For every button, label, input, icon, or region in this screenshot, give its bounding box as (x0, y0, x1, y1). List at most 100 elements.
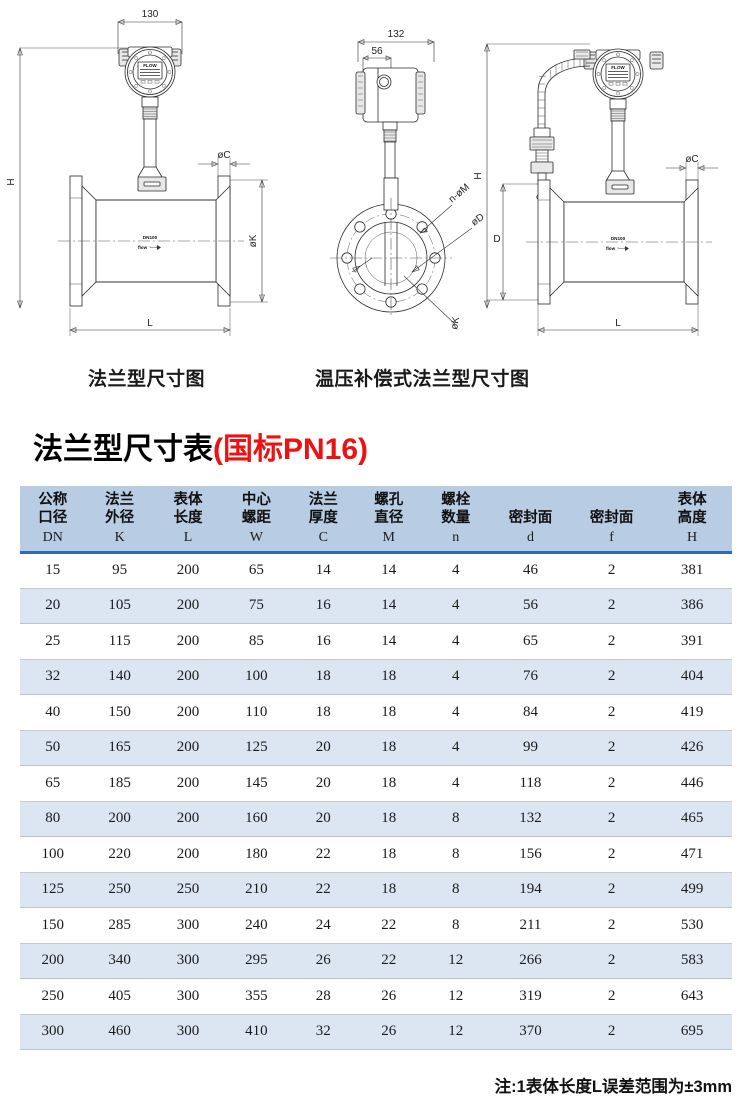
cell-dn: 200 (20, 942, 86, 979)
cell-n: 8 (421, 907, 490, 944)
col-w-cn2: 螺距 (241, 510, 271, 526)
cell-d: 118 (489, 765, 572, 802)
cell-l: 200 (153, 587, 223, 624)
dim-oC-1: øC (198, 150, 250, 176)
cell-l: 200 (153, 729, 223, 766)
table-row: 50 165 200 125 20 18 4 99 2 426 (20, 729, 732, 766)
caption-temp-pressure-compensated: 温压补偿式法兰型尺寸图 (315, 369, 530, 390)
cell-c: 32 (290, 1013, 357, 1050)
cell-c: 16 (290, 623, 357, 660)
dim-56-label: 56 (371, 46, 383, 57)
cell-m: 14 (356, 552, 422, 589)
leader-oK-2: øK (403, 275, 462, 331)
cell-w: 210 (222, 871, 291, 908)
cell-l: 300 (153, 1013, 223, 1050)
cell-dn: 250 (20, 978, 86, 1015)
cell-h: 643 (652, 978, 732, 1015)
cell-f: 2 (571, 587, 653, 624)
dim-oC-3: øC (666, 154, 718, 180)
cell-f: 2 (571, 907, 653, 944)
col-header-k: 法兰 外径 K (85, 486, 154, 554)
cell-d: 319 (489, 978, 572, 1015)
cell-d: 76 (489, 658, 572, 695)
cell-m: 26 (356, 1013, 422, 1050)
col-k-cn2: 外径 (105, 510, 135, 526)
col-header-c: 法兰 厚度 C (290, 486, 357, 554)
cell-n: 8 (421, 836, 490, 873)
table-row: 32 140 200 100 18 18 4 76 2 404 (20, 658, 732, 695)
cell-h: 381 (652, 552, 732, 589)
cell-l: 200 (153, 765, 223, 802)
table-row: 20 105 200 75 16 14 4 56 2 386 (20, 587, 732, 624)
cell-dn: 15 (20, 552, 86, 589)
cell-d: 46 (489, 552, 572, 589)
col-d-cn2: 密封面 (508, 510, 553, 526)
col-n-cn1: 螺栓 (441, 492, 471, 508)
cell-dn: 25 (20, 623, 86, 660)
col-dn-cn2: 口径 (38, 510, 68, 526)
col-n-symbol: n (452, 530, 460, 545)
table-row: 80 200 200 160 20 18 8 132 2 465 (20, 800, 732, 837)
cell-d: 65 (489, 623, 572, 660)
cell-h: 419 (652, 694, 732, 731)
body-marking-dn100-3: DN100 (611, 236, 626, 241)
col-c-cn1: 法兰 (308, 492, 338, 508)
col-header-dn: 公称 口径 DN (20, 486, 86, 554)
cell-k: 105 (85, 587, 154, 624)
cell-l: 300 (153, 907, 223, 944)
cell-n: 12 (421, 978, 490, 1015)
cell-k: 115 (85, 623, 154, 660)
dim-H-1-label: H (6, 178, 17, 185)
cell-w: 100 (222, 658, 291, 695)
dim-L-3: L (537, 304, 699, 336)
cell-m: 26 (356, 978, 422, 1015)
col-h-cn2: 高度 (677, 510, 707, 526)
meter-body-1: DN100 flow (58, 175, 244, 307)
cell-f: 2 (571, 623, 653, 660)
cell-c: 20 (290, 765, 357, 802)
cell-h: 391 (652, 623, 732, 660)
dim-D-3: D (487, 183, 540, 301)
col-d-symbol: d (526, 530, 534, 545)
cell-n: 4 (421, 658, 490, 695)
col-k-symbol: K (114, 530, 125, 545)
flange-face-view: n-øM øD øK (330, 177, 487, 331)
cell-m: 18 (356, 729, 422, 766)
caption-flange-type: 法兰型尺寸图 (88, 369, 206, 390)
cell-dn: 125 (20, 871, 86, 908)
cell-n: 8 (421, 871, 490, 908)
cell-l: 200 (153, 836, 223, 873)
col-h-symbol: H (687, 530, 698, 545)
cell-l: 200 (153, 694, 223, 731)
col-dn-symbol: DN (42, 530, 63, 545)
cell-d: 99 (489, 729, 572, 766)
cell-k: 140 (85, 658, 154, 695)
table-row: 15 95 200 65 14 14 4 46 2 381 (20, 552, 732, 589)
cell-dn: 150 (20, 907, 86, 944)
dim-H-1: H (6, 47, 128, 309)
cell-k: 285 (85, 907, 154, 944)
cell-k: 405 (85, 978, 154, 1015)
cell-c: 20 (290, 800, 357, 837)
col-l-cn1: 表体 (173, 492, 203, 508)
table-row: 150 285 300 240 24 22 8 211 2 530 (20, 907, 732, 944)
col-c-symbol: C (318, 530, 328, 545)
cell-d: 156 (489, 836, 572, 873)
dim-132: 132 (357, 29, 435, 62)
svg-text:FLOW: FLOW (143, 63, 157, 68)
col-w-cn1: 中心 (241, 492, 271, 508)
cell-n: 4 (421, 623, 490, 660)
cell-k: 185 (85, 765, 154, 802)
dim-130-label: 130 (142, 9, 159, 20)
col-header-l: 表体 长度 L (153, 486, 223, 554)
cell-m: 18 (356, 836, 422, 873)
cell-h: 386 (652, 587, 732, 624)
cell-h: 465 (652, 800, 732, 837)
cell-w: 240 (222, 907, 291, 944)
cell-f: 2 (571, 729, 653, 766)
cell-c: 20 (290, 729, 357, 766)
cell-d: 266 (489, 942, 572, 979)
table-row: 100 220 200 180 22 18 8 156 2 471 (20, 836, 732, 873)
transmitter-head-3: FLOW (583, 48, 664, 182)
page-title: 法兰型尺寸表(国标PN16) (33, 424, 368, 468)
